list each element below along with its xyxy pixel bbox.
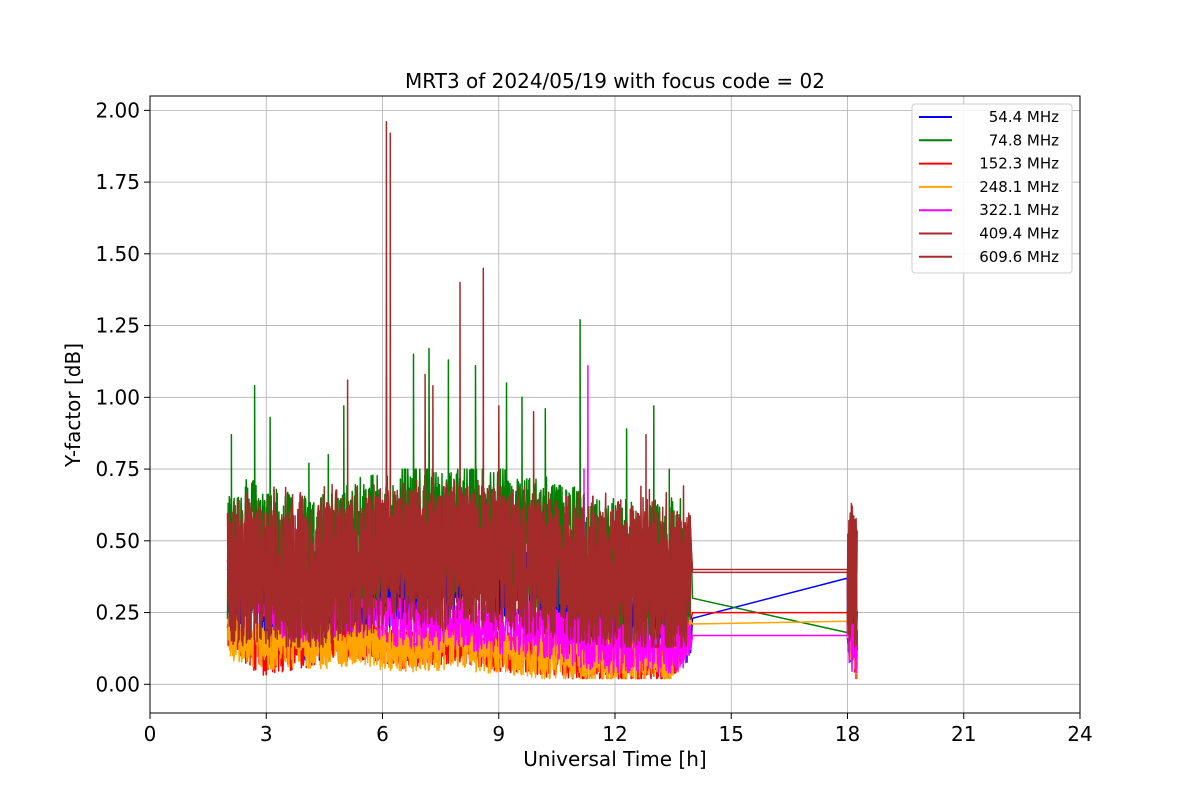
ticks: 0 3 6 9 12 15 18 21 24 0.00 0.25 0.50 0.75 1.00 1.25 1.… <box>95 98 1092 746</box>
x-tick-label: 9 <box>492 722 505 746</box>
legend-item: 609.6 MHz <box>919 248 1059 266</box>
legend-item: 54.4 MHz <box>919 108 1059 126</box>
legend-item: 409.4 MHz <box>919 225 1059 243</box>
x-tick-label: 18 <box>835 722 860 746</box>
x-tick-label: 0 <box>144 722 157 746</box>
series-line <box>226 373 858 648</box>
x-tick-label: 3 <box>260 722 273 746</box>
legend-label: 409.4 MHz <box>979 225 1059 243</box>
x-tick-label: 21 <box>951 722 976 746</box>
plot-area <box>226 121 858 680</box>
y-tick-label: 0.50 <box>95 529 140 553</box>
chart-title: MRT3 of 2024/05/19 with focus code = 02 <box>405 69 825 93</box>
y-tick-label: 2.00 <box>95 98 140 122</box>
series-609-6-mhz <box>226 373 858 648</box>
y-tick-label: 0.25 <box>95 601 140 625</box>
x-tick-label: 12 <box>602 722 627 746</box>
y-tick-label: 1.50 <box>95 242 140 266</box>
legend: 54.4 MHz 74.8 MHz 152.3 MHz 248.1 MHz 322.1 … <box>911 103 1073 274</box>
y-axis-label: Y-factor [dB] <box>61 343 85 468</box>
y-tick-label: 0.75 <box>95 457 140 481</box>
y-tick-label: 1.00 <box>95 385 140 409</box>
legend-label: 322.1 MHz <box>979 201 1059 219</box>
x-tick-label: 6 <box>376 722 389 746</box>
legend-item: 248.1 MHz <box>919 178 1059 196</box>
legend-label: 248.1 MHz <box>979 178 1059 196</box>
x-axis-label: Universal Time [h] <box>523 747 706 771</box>
y-tick-label: 1.25 <box>95 314 140 338</box>
legend-item: 152.3 MHz <box>919 155 1059 173</box>
legend-label: 54.4 MHz <box>989 108 1059 126</box>
legend-label: 609.6 MHz <box>979 248 1059 266</box>
legend-item: 322.1 MHz <box>919 201 1059 219</box>
y-tick-label: 1.75 <box>95 170 140 194</box>
legend-label: 152.3 MHz <box>979 155 1059 173</box>
legend-box <box>911 103 1073 274</box>
legend-item: 74.8 MHz <box>919 131 1059 149</box>
x-tick-label: 24 <box>1067 722 1092 746</box>
legend-label: 74.8 MHz <box>989 131 1059 149</box>
y-tick-label: 0.00 <box>95 672 140 696</box>
x-tick-label: 15 <box>719 722 744 746</box>
